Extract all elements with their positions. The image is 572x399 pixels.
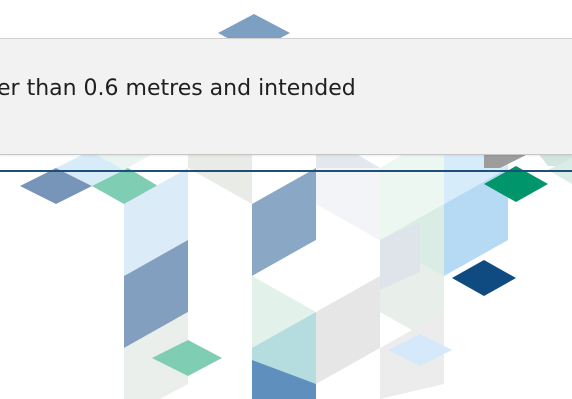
pattern-tile xyxy=(380,222,420,290)
banner-text: er than 0.6 metres and intended xyxy=(0,76,356,101)
text-banner: er than 0.6 metres and intended xyxy=(0,38,572,155)
pattern-tile xyxy=(316,168,380,240)
pattern-tile xyxy=(124,312,188,399)
pattern-tile xyxy=(484,166,548,202)
pattern-tile xyxy=(380,130,444,240)
pattern-tile xyxy=(388,334,452,366)
pattern-tile xyxy=(452,260,516,296)
pattern-tile xyxy=(252,360,316,399)
divider-line xyxy=(0,170,572,172)
pattern-tile xyxy=(316,276,380,384)
pattern-tile xyxy=(152,340,222,376)
pattern-tile xyxy=(92,168,158,204)
